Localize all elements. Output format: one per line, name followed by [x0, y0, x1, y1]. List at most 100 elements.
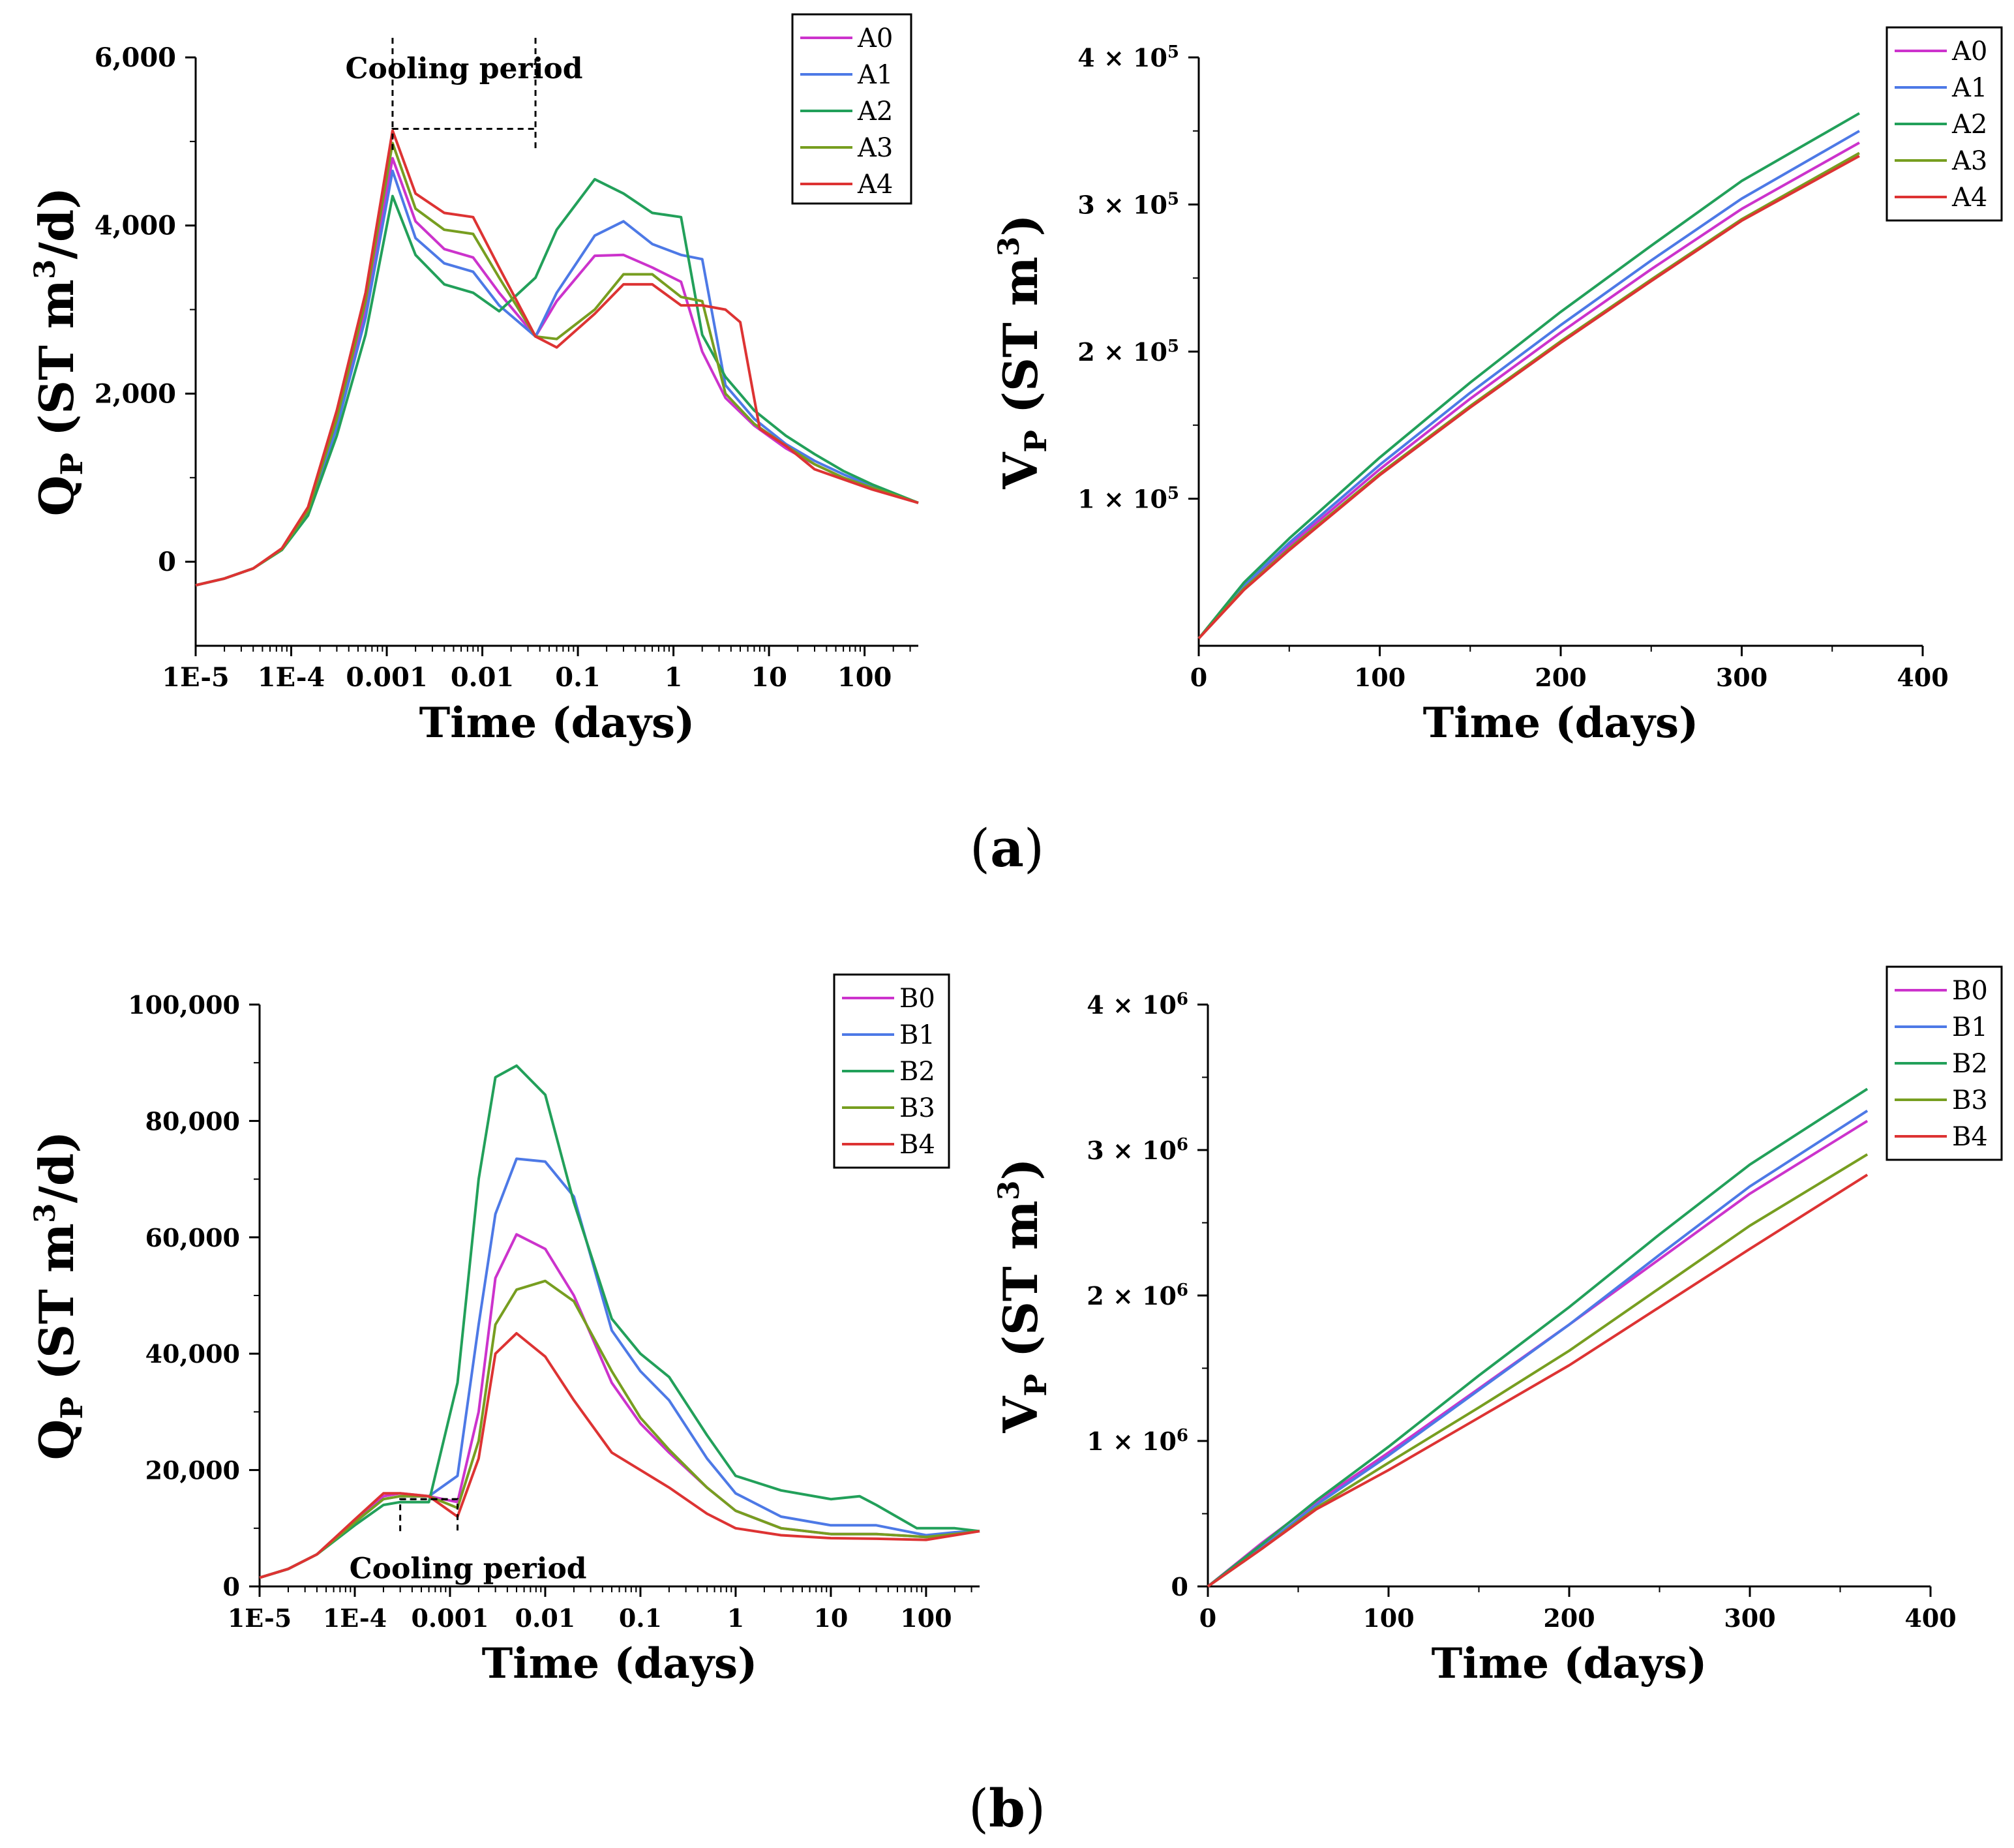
y-axis-title-main: Q — [29, 1419, 84, 1461]
y-tick-label-coef: 1 × 10 — [1077, 485, 1167, 514]
x-tick-label: 0.01 — [515, 1603, 576, 1633]
y-tick-label-coef: 3 × 10 — [1077, 190, 1167, 220]
y-axis-title-end: ) — [993, 214, 1048, 236]
y-axis-title-unit: (ST m — [993, 256, 1048, 430]
y-axis-title-end: /d) — [29, 187, 84, 260]
x-tick-label: 200 — [1535, 663, 1586, 692]
y-axis-title-sub: P — [54, 1397, 89, 1419]
y-tick-label-coef: 2 × 10 — [1087, 1281, 1177, 1310]
series-line-A1 — [1197, 130, 1860, 639]
x-tick-label: 0.001 — [411, 1603, 488, 1633]
legend-label-B4: B4 — [1952, 1122, 1988, 1152]
series-line-B3 — [259, 1279, 980, 1579]
x-tick-label: 0.01 — [451, 662, 514, 693]
legend-label-A2: A2 — [1951, 110, 1987, 140]
legend-label-A1: A1 — [1951, 73, 1987, 103]
chart-a-rate: 0 2,000 4,000 6,000 1E-5 1E-4 0.001 0.01 0.1 1 10 1… — [29, 13, 919, 748]
y-tick-label: 0 — [1171, 1572, 1188, 1601]
y-tick-label: 40,000 — [145, 1339, 240, 1369]
x-tick-label: 0.001 — [346, 662, 427, 693]
x-tick-label: 1E-4 — [258, 662, 325, 693]
x-tick-label: 400 — [1897, 663, 1948, 692]
cooling-period-box — [399, 1498, 459, 1532]
y-tick-label-coef: 0 — [1171, 1572, 1188, 1601]
legend-box — [791, 13, 912, 205]
y-tick-label: 4,000 — [95, 211, 176, 241]
y-tick-label: 2 × 106 — [1087, 1280, 1188, 1310]
panel-label-b: (b) — [969, 1778, 1045, 1839]
x-tick-label: 1E-5 — [162, 662, 230, 693]
y-axis-title-sub: P — [1018, 1374, 1053, 1397]
chart-b-rate: 0 20,000 40,000 60,000 80,000 100,000 1E-5 1E-4… — [29, 973, 980, 1688]
y-tick-label: 60,000 — [145, 1223, 240, 1252]
legend-label-A2: A2 — [857, 97, 893, 127]
x-tick-label: 1 — [727, 1603, 744, 1633]
y-axis-title: VP (ST m3) — [993, 214, 1053, 489]
y-axis-title-sup: 3 — [29, 1203, 62, 1223]
legend-label-B0: B0 — [899, 984, 935, 1014]
legend-label-B3: B3 — [1952, 1085, 1988, 1115]
y-tick-label-coef: 3 × 10 — [1087, 1136, 1177, 1165]
y-tick-label: 3 × 105 — [1077, 190, 1179, 220]
y-tick-label: 0 — [223, 1572, 240, 1601]
y-tick-label: 4 × 106 — [1087, 990, 1188, 1020]
legend-label-A0: A0 — [857, 23, 893, 53]
y-axis-title-main: V — [993, 452, 1048, 490]
series-line-B3 — [1207, 1153, 1869, 1588]
y-axis-title-end: ) — [993, 1158, 1048, 1180]
series-line-B2 — [259, 1064, 980, 1579]
y-axis-title: QP (ST m3/d) — [29, 1131, 89, 1461]
x-tick-label: 300 — [1724, 1603, 1775, 1633]
series-line-A0 — [1197, 142, 1860, 640]
x-tick-label: 1E-5 — [228, 1603, 292, 1633]
series-line-B1 — [1207, 1110, 1869, 1588]
x-tick-label: 0.1 — [555, 662, 601, 693]
legend-label-A3: A3 — [1951, 146, 1987, 176]
x-tick-label: 200 — [1543, 1603, 1595, 1633]
y-axis-title-sup: 3 — [993, 237, 1026, 257]
y-axis-title-end: /d) — [29, 1131, 84, 1204]
y-tick-label: 0 — [158, 547, 176, 577]
legend-label-A4: A4 — [1951, 183, 1987, 213]
y-axis-title-unit: (ST m — [29, 1223, 84, 1397]
y-tick-label-exp: 5 — [1167, 337, 1179, 356]
x-tick-label: 0 — [1190, 663, 1207, 692]
legend-label-B2: B2 — [899, 1057, 935, 1087]
series-line-B2 — [1207, 1087, 1869, 1588]
y-tick-label-exp: 6 — [1177, 990, 1188, 1009]
x-tick-label: 100 — [837, 662, 892, 693]
y-tick-label-coef: 1 × 10 — [1087, 1427, 1177, 1456]
x-axis-title: Time (days) — [482, 1639, 758, 1688]
x-axis-title: Time (days) — [1432, 1639, 1707, 1688]
legend-label-A4: A4 — [857, 170, 893, 200]
y-axis-title: QP (ST m3/d) — [29, 187, 89, 517]
y-tick-label-exp: 5 — [1167, 484, 1179, 504]
legend-label-B4: B4 — [899, 1130, 935, 1160]
x-tick-label: 100 — [1354, 663, 1405, 692]
legend-label-B2: B2 — [1952, 1049, 1988, 1079]
y-tick-label: 6,000 — [95, 42, 176, 73]
y-axis-title-unit: (ST m — [993, 1200, 1048, 1374]
x-tick-label: 100 — [900, 1603, 952, 1633]
y-tick-label: 1 × 105 — [1077, 484, 1179, 514]
y-tick-label: 100,000 — [128, 990, 240, 1020]
y-tick-label-coef: 4 × 10 — [1077, 43, 1167, 72]
x-tick-label: 0.1 — [619, 1603, 662, 1633]
y-axis-title-main: V — [993, 1396, 1048, 1434]
y-tick-label: 1 × 106 — [1087, 1426, 1188, 1456]
x-tick-label: 1 — [665, 662, 683, 693]
y-tick-label-exp: 6 — [1177, 1426, 1188, 1446]
legend-label-B1: B1 — [1952, 1012, 1988, 1042]
series-line-B4 — [259, 1332, 980, 1579]
cooling-period-label: Cooling period — [345, 52, 582, 85]
x-tick-label: 400 — [1904, 1603, 1956, 1633]
legend-label-A0: A0 — [1951, 37, 1987, 67]
y-axis-title-main: Q — [29, 476, 84, 517]
x-tick-label: 10 — [813, 1603, 848, 1633]
y-axis-title-sup: 3 — [993, 1181, 1026, 1201]
legend-label-A1: A1 — [857, 60, 893, 90]
series-line-A3 — [1197, 151, 1860, 640]
y-axis-title-sup: 3 — [29, 259, 62, 279]
